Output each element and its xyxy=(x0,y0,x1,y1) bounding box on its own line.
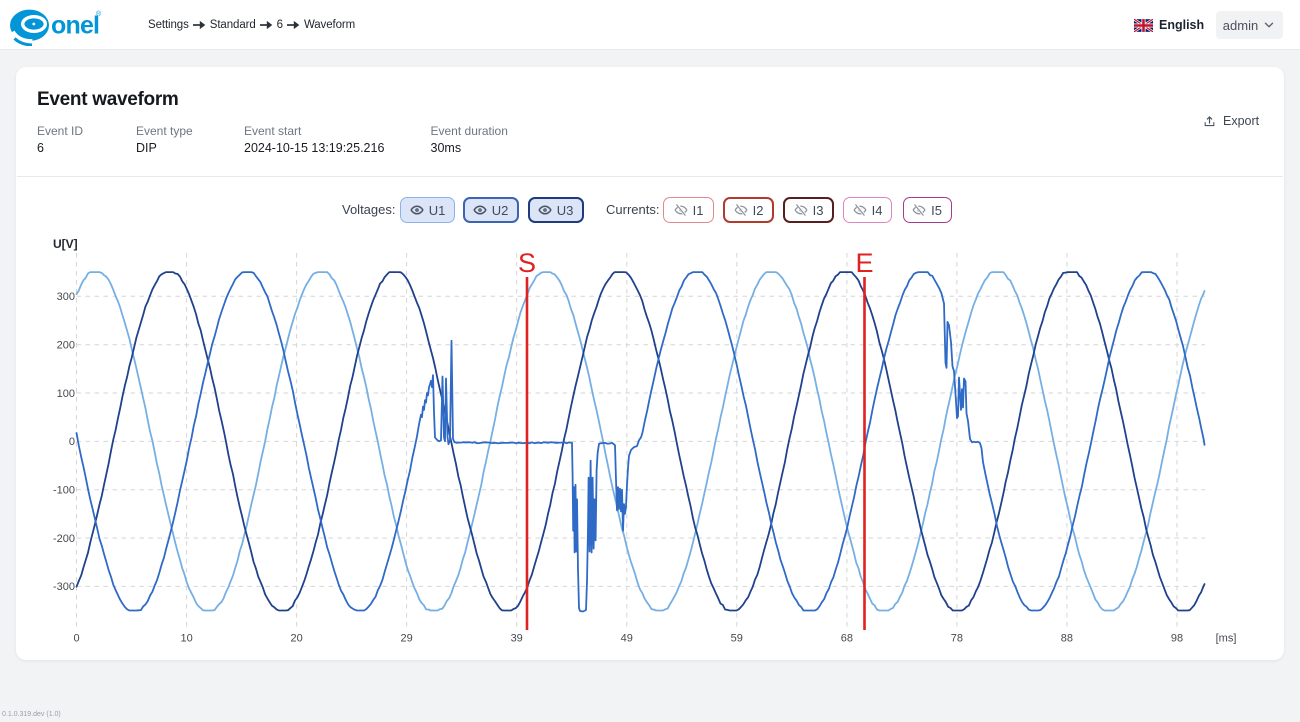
svg-text:-100: -100 xyxy=(53,485,75,497)
svg-text:200: 200 xyxy=(57,340,75,352)
svg-text:-200: -200 xyxy=(53,533,75,545)
svg-text:68: 68 xyxy=(841,633,853,645)
svg-text:29: 29 xyxy=(400,633,412,645)
svg-text:®: ® xyxy=(96,10,102,18)
svg-text:100: 100 xyxy=(57,388,75,400)
svg-text:78: 78 xyxy=(951,633,963,645)
svg-text:S: S xyxy=(518,248,536,278)
svg-text:0: 0 xyxy=(69,436,75,448)
svg-text:[ms]: [ms] xyxy=(1216,633,1237,645)
svg-text:20: 20 xyxy=(290,633,302,645)
svg-text:300: 300 xyxy=(57,291,75,303)
svg-text:0: 0 xyxy=(73,633,79,645)
svg-text:88: 88 xyxy=(1061,633,1073,645)
svg-text:39: 39 xyxy=(511,633,523,645)
svg-text:E: E xyxy=(855,248,873,278)
svg-text:49: 49 xyxy=(621,633,633,645)
svg-text:59: 59 xyxy=(731,633,743,645)
svg-text:U[V]: U[V] xyxy=(53,237,78,251)
svg-text:-300: -300 xyxy=(53,581,75,593)
svg-text:10: 10 xyxy=(180,633,192,645)
svg-text:onel: onel xyxy=(51,12,99,40)
svg-text:98: 98 xyxy=(1171,633,1183,645)
